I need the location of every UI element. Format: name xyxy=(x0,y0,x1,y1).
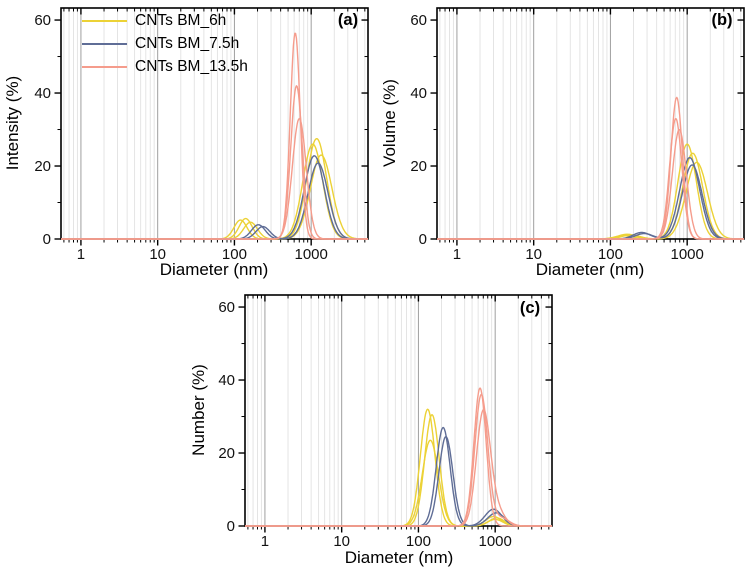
y-tick-label: 40 xyxy=(34,85,51,102)
y-tick-label: 60 xyxy=(410,12,427,29)
series-curve xyxy=(61,143,368,240)
series-curve xyxy=(61,117,368,240)
y-axis-label-intensity: Intensity (%) xyxy=(3,75,22,171)
panel-b: 1 10 100 1000 0 20 40 60 xyxy=(410,7,745,263)
x-tick-label: 10 xyxy=(333,533,350,550)
series-curve xyxy=(245,435,552,527)
x-tick-label: 1 xyxy=(77,246,85,263)
series-curve xyxy=(61,85,368,240)
legend-line-swatch xyxy=(82,42,127,45)
x-tick-label: 1 xyxy=(453,246,461,263)
series-curve xyxy=(245,414,552,527)
x-tick-label: 1000 xyxy=(670,246,703,263)
series-curve xyxy=(437,161,745,240)
axis-frame xyxy=(244,294,553,527)
y-tick-label: 0 xyxy=(43,231,51,248)
series-curve xyxy=(245,408,552,527)
y-axis-label-number: Number (%) xyxy=(189,364,208,456)
legend-line-swatch xyxy=(82,19,127,22)
series-curve xyxy=(437,164,744,240)
x-tick-label: 1 xyxy=(261,533,269,550)
y-tick-label: 60 xyxy=(218,299,235,316)
legend-item: CNTs BM_7.5h xyxy=(82,32,248,55)
x-tick-label: 1000 xyxy=(294,246,327,263)
y-tick-label: 20 xyxy=(34,158,51,175)
series-curve xyxy=(437,96,744,240)
x-axis-label-a: Diameter (nm) xyxy=(159,260,269,279)
y-tick-label: 0 xyxy=(419,231,427,248)
x-tick-label: 10 xyxy=(149,246,166,263)
panel-a: 1 10 100 1000 0 20 40 60 xyxy=(34,7,369,263)
legend-item: CNTs BM_6h xyxy=(82,9,248,32)
legend-label: CNTs BM_6h xyxy=(135,11,227,29)
series-curve xyxy=(437,156,744,240)
y-axis-label-volume: Volume (%) xyxy=(380,79,399,167)
y-tick-label: 20 xyxy=(410,158,427,175)
axis-frame xyxy=(436,7,745,240)
x-tick-label: 1000 xyxy=(478,533,511,550)
x-tick-label: 100 xyxy=(598,246,623,263)
panel-label-c: (c) xyxy=(519,299,541,317)
x-tick-label: 100 xyxy=(222,246,247,263)
x-axis-label-b: Diameter (nm) xyxy=(535,260,645,279)
panel-label-a: (a) xyxy=(337,11,359,29)
legend: CNTs BM_6h CNTs BM_7.5h CNTs BM_13.5h xyxy=(82,9,248,78)
series-curve xyxy=(245,426,552,527)
y-tick-label: 20 xyxy=(218,445,235,462)
series-curve xyxy=(437,152,744,240)
x-tick-label: 100 xyxy=(406,533,431,550)
legend-label: CNTs BM_7.5h xyxy=(135,34,240,52)
panel-label-b: (b) xyxy=(711,11,733,29)
series-curve xyxy=(437,128,744,240)
y-tick-label: 60 xyxy=(34,12,51,29)
x-tick-label: 10 xyxy=(525,246,542,263)
series-curve xyxy=(245,387,552,527)
y-tick-label: 0 xyxy=(227,518,235,535)
legend-item: CNTs BM_13.5h xyxy=(82,55,248,78)
series-curve xyxy=(437,143,744,240)
legend-label: CNTs BM_13.5h xyxy=(135,57,248,75)
panel-c: 1 10 100 1000 0 20 40 60 xyxy=(218,294,553,550)
x-axis-label-c: Diameter (nm) xyxy=(344,548,454,567)
series-curve xyxy=(245,439,552,527)
series-curve xyxy=(61,137,368,240)
y-tick-label: 40 xyxy=(218,372,235,389)
series-curve xyxy=(245,393,552,527)
legend-line-swatch xyxy=(82,65,127,68)
y-tick-label: 40 xyxy=(410,85,427,102)
series-curve xyxy=(245,408,552,527)
